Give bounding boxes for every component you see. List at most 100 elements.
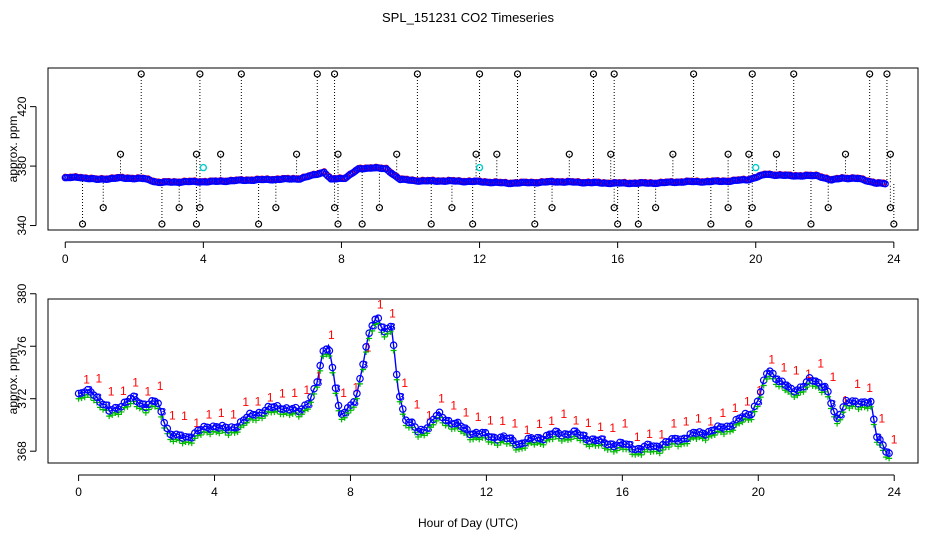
series-3-label: 3 [454,419,460,431]
lower-outlier-point [272,204,280,212]
series-1-label: 1 [291,386,298,400]
series-3-label: 3 [646,439,652,451]
series-o-point [200,422,208,431]
series-o-point [545,430,554,439]
series-3-label: 3 [160,407,166,419]
upper-outlier-point [689,70,698,78]
series-1-label: 1 [781,360,788,374]
cyan-point [199,163,208,172]
series-1-label: 1 [524,423,531,437]
series-1-label: 1 [193,416,200,430]
series-3-label: 3 [353,397,359,409]
series-3-label: 3 [500,432,506,444]
series-3-label: 3 [307,399,313,411]
series-3-label: 3 [509,433,515,445]
upper-outlier-point [886,150,894,158]
series-3-label: 3 [812,376,818,388]
series-3-label: 3 [206,422,212,434]
upper-outlier-point [565,150,573,158]
series-1-label: 1 [279,386,286,400]
top-x-tick-label: 0 [62,252,69,266]
series-o-point [707,426,716,435]
upper-outlier-point [866,70,874,78]
series-1-label: 1 [854,377,861,391]
series-3-label: 3 [169,429,175,441]
series-1-label: 1 [230,408,237,422]
series-3-label: 3 [123,397,129,409]
bottom-y-tick-label: 376 [15,336,29,356]
series-1-label: 1 [805,367,812,381]
bottom-panel-frame [47,298,919,464]
series-3-label: 3 [674,434,680,446]
series-3-label: 3 [545,431,551,443]
series-1-label: 1 [646,427,653,441]
series-o-point [99,400,107,409]
series-3-label: 3 [757,396,763,408]
upper-outlier-point [237,70,245,78]
series-o-point [386,322,395,331]
upper-outlier-point [669,150,677,158]
series-3-label: 3 [133,391,139,403]
top-panel-outlier-lines [82,73,895,225]
top-panel-timeseries: approx. ppm 0 4 8 12 16 20 24 340 380 420 [6,67,919,266]
series-3-label: 3 [316,377,322,389]
series-3-label: 3 [426,423,432,435]
series-3-label: 3 [564,429,570,441]
series-o-point [564,430,572,439]
series-o-point [316,361,325,370]
series-1-label: 1 [120,384,127,398]
series-3-label: 3 [665,437,671,449]
series-3-label: 3 [876,432,882,444]
series-3-label: 3 [885,447,891,459]
series-3-label: 3 [784,380,790,392]
series-3-label: 3 [96,392,102,404]
series-3-label: 3 [701,428,707,440]
series-1-label: 1 [316,369,323,383]
lower-outlier-point [548,204,556,212]
series-1-label: 1 [768,352,775,366]
series-3-label: 3 [87,385,93,397]
upper-outlier-point [513,70,522,78]
series-o-point [818,383,826,391]
series-1-label: 1 [304,383,311,397]
lower-outlier-point [614,220,622,228]
series-1-label: 1 [536,417,543,431]
bottom-y-tick-label: 372 [15,388,29,408]
series-3-label: 3 [720,422,726,434]
series-1-label: 1 [206,408,213,422]
bottom-x-tick-label: 24 [888,485,902,499]
series-1-label: 1 [512,416,519,430]
series-1-label: 1 [560,407,567,421]
series-o-point [350,398,358,406]
series-1-label: 1 [267,390,274,404]
series-o-point [769,369,777,378]
series-1-label: 1 [842,393,849,407]
series-o-point [334,401,343,410]
lower-outlier-point [175,204,183,212]
series-1-label: 1 [377,297,384,311]
series-1-label: 1 [132,375,139,389]
series-o-point [362,342,370,351]
series-1-label: 1 [756,383,763,397]
top-panel-frame [47,67,919,231]
series-o-point [753,397,762,406]
series-3-label: 3 [224,422,230,434]
cyan-point [475,163,484,172]
series-3-label: 3 [821,382,827,394]
series-1-label: 1 [365,340,372,354]
series-1-label: 1 [695,412,702,426]
bottom-panel-axes: 0 4 8 12 16 20 24 368 372 376 380 [15,283,901,499]
lower-outlier-point [78,220,87,228]
series-1-label: 1 [414,397,421,411]
series-1-label: 1 [352,380,359,394]
upper-outlier-point [116,150,125,158]
x-axis-label: Hour of Day (UTC) [418,516,518,530]
series-1-label: 1 [242,395,249,409]
series-3-label: 3 [252,410,258,422]
series-1-label: 1 [328,328,335,342]
series-o-point [536,434,545,443]
series-o-point [325,346,334,355]
lower-outlier-point [745,220,753,228]
upper-outlier-point [137,70,145,78]
